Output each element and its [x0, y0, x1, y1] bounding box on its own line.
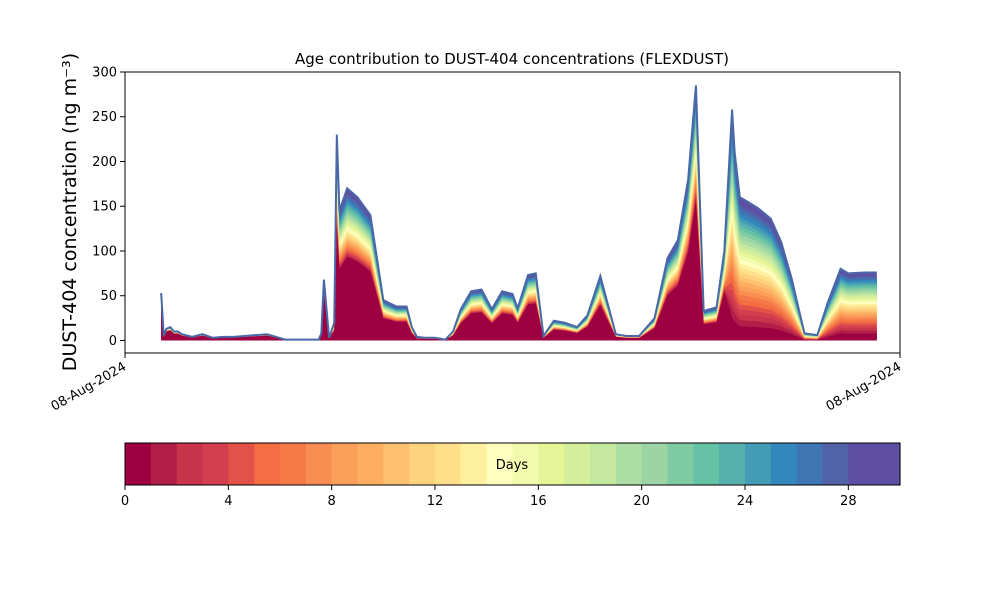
colorbar-swatch [693, 443, 720, 485]
total-concentration-line [160, 85, 877, 341]
colorbar-tick-label: 8 [328, 494, 336, 509]
colorbar-swatch [125, 443, 152, 485]
y-axis: 0 50 100 150 200 250 300 [92, 66, 126, 353]
x-axis: 08-Aug-2024 08-Aug-2024 [49, 352, 904, 415]
colorbar-swatch [719, 443, 746, 485]
colorbar-tick-label: 0 [121, 494, 129, 509]
colorbar-swatch [538, 443, 565, 485]
colorbar-tick-label: 28 [840, 494, 857, 509]
age-band-0-area [161, 200, 877, 341]
plot-area [125, 71, 901, 353]
colorbar-swatch [822, 443, 849, 485]
colorbar-swatch [796, 443, 824, 485]
colorbar-tick-label: 16 [530, 494, 547, 509]
colorbar-swatch [435, 443, 462, 485]
y-tick-label: 200 [92, 155, 117, 170]
colorbar-swatch [409, 443, 436, 485]
colorbar-swatch [641, 443, 669, 485]
colorbar-swatch [770, 443, 798, 485]
y-axis-label: DUST-404 concentration (ng m⁻³) [59, 53, 81, 371]
colorbar-swatch [176, 443, 204, 485]
x-tick-label: 08-Aug-2024 [824, 359, 904, 414]
colorbar-swatch [615, 443, 643, 485]
colorbar-tick-label: 20 [633, 494, 650, 509]
y-tick-label: 0 [109, 334, 117, 349]
colorbar-swatch [460, 443, 488, 485]
colorbar-swatch [305, 443, 333, 485]
y-tick-label: 100 [92, 244, 117, 259]
colorbar-tick-label: 4 [224, 494, 232, 509]
colorbar-frame [124, 442, 901, 486]
colorbar-swatch [848, 443, 875, 485]
colorbar-swatch [667, 443, 694, 485]
colorbar-swatch [331, 443, 359, 485]
y-tick-label: 50 [100, 289, 117, 304]
y-tick-label: 300 [92, 66, 117, 81]
colorbar-swatch [590, 443, 617, 485]
colorbar-swatch [874, 443, 901, 485]
colorbar-swatch [150, 443, 178, 485]
colorbar-tick-label: 24 [737, 494, 754, 509]
colorbar-swatch [564, 443, 591, 485]
colorbar-swatch [512, 443, 539, 485]
colorbar-swatch [280, 443, 307, 485]
colorbar-swatch [383, 443, 410, 485]
chart-title: Age contribution to DUST-404 concentrati… [295, 50, 729, 68]
colorbar-swatch [254, 443, 281, 485]
colorbar-tick-label: 12 [427, 494, 444, 509]
y-tick-label: 250 [92, 110, 117, 125]
colorbar-swatch [228, 443, 255, 485]
colorbar-swatch [202, 443, 229, 485]
y-tick-label: 150 [92, 200, 117, 215]
colorbar-swatch [486, 443, 514, 485]
colorbar-swatch [745, 443, 772, 485]
colorbar-swatch [357, 443, 384, 485]
colorbar: 0 4 8 12 16 20 24 28 [121, 442, 901, 509]
colorbar-label: Days [496, 458, 529, 473]
